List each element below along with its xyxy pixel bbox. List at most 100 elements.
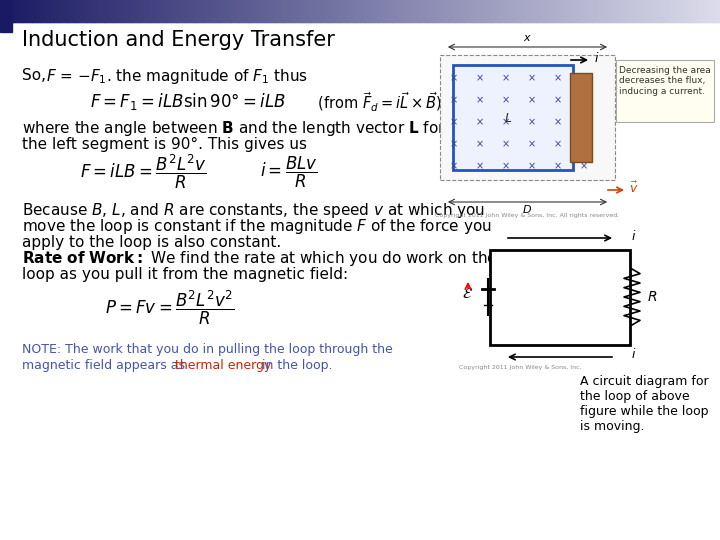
Text: Copyright 2011 John Wiley & Sons, Inc.: Copyright 2011 John Wiley & Sons, Inc. — [459, 364, 581, 369]
Bar — [200, 0, 202, 22]
Bar — [184, 0, 186, 22]
Bar — [29, 0, 32, 22]
Text: ×: × — [580, 95, 588, 105]
Bar — [546, 0, 548, 22]
Bar — [43, 0, 46, 22]
Bar — [61, 0, 64, 22]
Bar — [655, 0, 658, 22]
Text: ×: × — [476, 139, 484, 149]
Bar — [37, 0, 40, 22]
Bar — [647, 0, 649, 22]
Bar — [364, 0, 366, 22]
Bar — [181, 0, 184, 22]
Bar — [169, 0, 172, 22]
Bar — [497, 0, 500, 22]
Bar — [270, 0, 273, 22]
Bar — [409, 0, 411, 22]
Bar — [202, 0, 204, 22]
Bar — [628, 0, 631, 22]
Bar — [500, 0, 503, 22]
Bar — [438, 0, 440, 22]
Bar — [719, 0, 720, 22]
Bar — [510, 0, 512, 22]
Bar — [56, 0, 58, 22]
Text: the left segment is 90°. This gives us: the left segment is 90°. This gives us — [22, 137, 307, 152]
Bar — [558, 0, 561, 22]
Bar — [511, 0, 514, 22]
Bar — [263, 0, 266, 22]
Bar — [580, 0, 582, 22]
Bar — [470, 0, 472, 22]
Bar — [225, 0, 228, 22]
Bar — [274, 0, 276, 22]
Bar — [474, 0, 476, 22]
Bar — [125, 0, 127, 22]
Text: ×: × — [580, 117, 588, 127]
Bar — [230, 0, 233, 22]
Bar — [229, 0, 231, 22]
Bar — [425, 0, 428, 22]
Bar — [207, 0, 210, 22]
Text: $P = Fv = \dfrac{B^2L^2v^2}{R}$: $P = Fv = \dfrac{B^2L^2v^2}{R}$ — [105, 289, 235, 327]
Bar — [594, 0, 597, 22]
Text: i: i — [632, 230, 636, 242]
Bar — [389, 0, 392, 22]
Bar — [331, 0, 334, 22]
Bar — [680, 0, 683, 22]
Bar — [328, 0, 330, 22]
Bar — [587, 0, 590, 22]
Bar — [58, 0, 60, 22]
Text: Because $B$, $L$, and $R$ are constants, the speed $v$ at which you: Because $B$, $L$, and $R$ are constants,… — [22, 200, 485, 219]
Text: Copyright 2011 John Wiley & Sons, Inc. All rights reserved.: Copyright 2011 John Wiley & Sons, Inc. A… — [435, 213, 619, 218]
Bar — [245, 0, 248, 22]
Bar — [577, 0, 580, 22]
Bar — [549, 0, 552, 22]
Bar — [238, 0, 240, 22]
Bar — [45, 0, 48, 22]
Bar — [659, 0, 662, 22]
Bar — [218, 0, 220, 22]
Bar — [418, 0, 420, 22]
Bar — [223, 0, 226, 22]
Bar — [661, 0, 663, 22]
Bar — [266, 0, 269, 22]
Bar — [698, 0, 701, 22]
Bar — [54, 0, 57, 22]
Text: $F = F_1 = iLB\sin 90° = iLB$: $F = F_1 = iLB\sin 90° = iLB$ — [90, 91, 286, 112]
Bar — [643, 0, 645, 22]
Bar — [209, 0, 212, 22]
Bar — [481, 0, 483, 22]
Bar — [317, 0, 320, 22]
Text: ×: × — [554, 139, 562, 149]
Bar — [367, 0, 370, 22]
Bar — [227, 0, 230, 22]
Bar — [353, 0, 356, 22]
Bar — [575, 0, 577, 22]
Bar — [347, 0, 350, 22]
Bar — [342, 0, 345, 22]
Text: apply to the loop is also constant.: apply to the loop is also constant. — [22, 234, 282, 249]
Bar — [382, 0, 384, 22]
Bar — [216, 0, 219, 22]
Bar — [373, 0, 375, 22]
Bar — [606, 0, 609, 22]
Bar — [596, 0, 598, 22]
Bar — [109, 0, 112, 22]
Bar — [697, 0, 699, 22]
Bar — [709, 0, 712, 22]
Bar — [410, 0, 413, 22]
Bar — [13, 0, 15, 22]
Bar — [9, 0, 12, 22]
Bar — [431, 0, 433, 22]
Text: ×: × — [580, 73, 588, 83]
Bar — [362, 0, 364, 22]
Bar — [288, 0, 291, 22]
Bar — [443, 0, 446, 22]
Bar — [690, 0, 692, 22]
Bar — [544, 0, 546, 22]
Text: Decreasing the area
decreases the flux,
inducing a current.: Decreasing the area decreases the flux, … — [619, 66, 711, 96]
Bar — [176, 0, 179, 22]
Text: where the angle between $\mathbf{B}$ and the length vector $\mathbf{L}$ for: where the angle between $\mathbf{B}$ and… — [22, 118, 446, 138]
Bar — [117, 0, 120, 22]
Bar — [626, 0, 629, 22]
